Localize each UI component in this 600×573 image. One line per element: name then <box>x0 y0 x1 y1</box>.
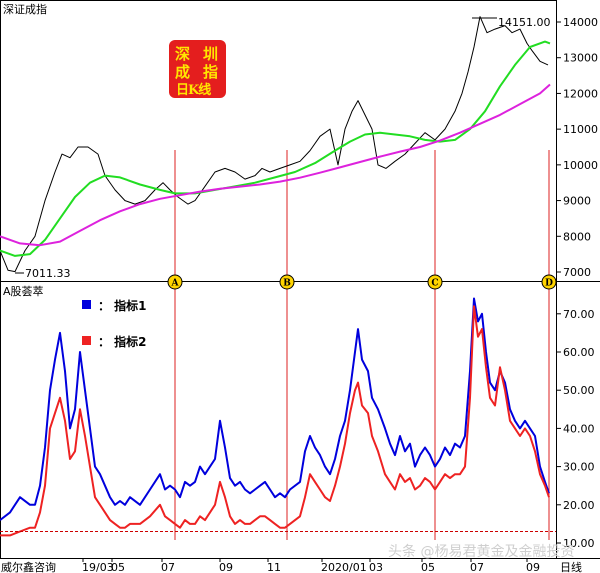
event-marker-label: D <box>545 279 553 289</box>
legend-label-1: ： 指标1 <box>98 298 147 313</box>
x-tick-label: 05 <box>421 561 435 573</box>
bottom-series-line-2 <box>0 305 550 537</box>
event-marker-circle <box>167 274 183 290</box>
x-tick-label: 09 <box>219 561 233 573</box>
top-series-line-3 <box>0 83 551 247</box>
top-y-tick-label: 13000 <box>563 52 598 65</box>
x-tick-label: 11 <box>267 561 281 573</box>
badge-char-4: 指 <box>203 63 219 81</box>
event-marker-d: D <box>541 274 557 290</box>
x-tick-label: 03 <box>369 561 383 573</box>
event-marker-label: C <box>431 279 438 289</box>
event-marker-circle <box>279 274 295 290</box>
legend-swatch-1 <box>82 300 91 309</box>
badge-char-3: 成 <box>175 63 191 81</box>
bottom-y-tick-label: 10.00 <box>563 537 595 550</box>
event-marker-label: A <box>171 279 180 289</box>
bottom-y-axis: 10.00 20.00 30.00 40.00 50.00 60.00 70.00 <box>556 308 595 550</box>
bottom-y-tick-label: 70.00 <box>563 308 595 321</box>
x-tick-label: 07 <box>470 561 484 573</box>
low-annotation: 7011.33 <box>25 267 71 280</box>
top-y-tick-label: 14000 <box>563 16 598 29</box>
bottom-y-tick-label: 50.00 <box>563 384 595 397</box>
bottom-panel-title: A股荟萃 <box>3 284 44 298</box>
event-marker-label: B <box>283 279 291 289</box>
badge-kline: 日K线 <box>176 83 211 98</box>
event-marker-c: C <box>427 274 443 290</box>
x-tick-label: 07 <box>161 561 175 573</box>
marker-lines <box>174 150 550 540</box>
bottom-y-tick-label: 40.00 <box>563 422 595 435</box>
legend-label-2: ： 指标2 <box>98 334 147 349</box>
top-y-tick-label: 11000 <box>563 123 598 136</box>
badge-char-2: 圳 <box>203 45 219 63</box>
bottom-y-tick-label: 60.00 <box>563 346 595 359</box>
top-y-tick-label: 9000 <box>563 195 591 208</box>
bottom-y-tick-label: 20.00 <box>563 499 595 512</box>
index-badge: 深 圳 成 指 日K线 <box>169 40 226 98</box>
top-y-tick-label: 7000 <box>563 266 591 279</box>
x-tick-label: 05 <box>111 561 125 573</box>
badge-char-1: 深 <box>175 45 191 63</box>
source-label: 威尔鑫咨询 <box>1 560 56 573</box>
legend-swatch-2 <box>82 336 91 345</box>
x-tick-label: 2020/01 <box>321 561 367 573</box>
top-series-line-1 <box>0 16 549 273</box>
watermark: 头条 @杨易君黄金及金融投资 <box>388 544 575 560</box>
period-label: 日线 <box>560 560 582 573</box>
bottom-series <box>0 297 550 537</box>
bottom-series-line-1 <box>0 297 550 521</box>
bottom-y-tick-label: 30.00 <box>563 461 595 474</box>
top-y-axis: 7000 8000 9000 10000 11000 12000 13000 14000 <box>556 16 598 279</box>
x-tick-label: 09 <box>526 561 540 573</box>
top-y-tick-label: 8000 <box>563 230 591 243</box>
event-marker-b: B <box>279 274 295 290</box>
x-tick-label: 19/03 <box>82 561 114 573</box>
top-y-tick-label: 12000 <box>563 87 598 100</box>
high-annotation: 14151.00 <box>498 16 551 29</box>
event-marker-a: A <box>167 274 183 290</box>
event-markers: A B C D <box>167 274 557 290</box>
top-panel-title: 深证成指 <box>3 2 47 16</box>
plot-frame <box>0 0 557 559</box>
top-y-tick-label: 10000 <box>563 159 598 172</box>
top-series <box>0 16 551 273</box>
event-marker-circle <box>427 274 443 290</box>
event-marker-circle <box>541 274 557 290</box>
top-series-line-2 <box>0 40 551 257</box>
